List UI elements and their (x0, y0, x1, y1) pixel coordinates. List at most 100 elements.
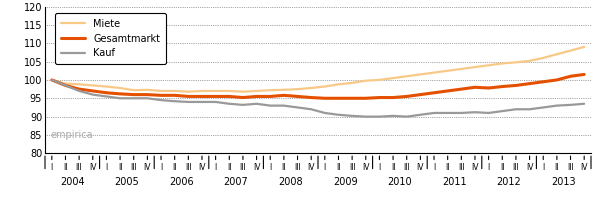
Gesamtmarkt (553, 79, 560, 81)
Gesamtmarkt (76, 88, 83, 90)
Kauf (199, 101, 206, 103)
Kauf (294, 106, 301, 109)
Kauf (526, 108, 533, 111)
Miete (335, 83, 342, 86)
Text: 2007: 2007 (224, 177, 248, 187)
Gesamtmarkt (212, 95, 219, 98)
Miete (321, 85, 328, 88)
Gesamtmarkt (485, 87, 492, 89)
Gesamtmarkt (362, 97, 370, 100)
Gesamtmarkt (430, 92, 437, 94)
Kauf (458, 112, 465, 114)
Gesamtmarkt (199, 95, 206, 98)
Text: II: II (500, 163, 505, 173)
Text: II: II (554, 163, 559, 173)
Kauf (280, 104, 287, 107)
Gesamtmarkt (567, 75, 574, 78)
Miete (62, 82, 69, 85)
Text: I: I (269, 163, 271, 173)
Gesamtmarkt (48, 79, 55, 81)
Text: IV: IV (416, 163, 424, 173)
Text: IV: IV (198, 163, 206, 173)
Kauf (239, 104, 247, 106)
Miete (185, 90, 192, 93)
Miete (239, 90, 247, 93)
Kauf (116, 97, 124, 100)
Miete (226, 90, 233, 92)
Text: II: II (118, 163, 122, 173)
Gesamtmarkt (321, 97, 328, 100)
Text: I: I (379, 163, 380, 173)
Kauf (430, 112, 437, 114)
Miete (444, 69, 451, 72)
Kauf (485, 112, 492, 114)
Text: III: III (130, 163, 137, 173)
Kauf (185, 101, 192, 103)
Miete (526, 60, 533, 62)
Miete (376, 79, 383, 81)
Text: 2009: 2009 (333, 177, 358, 187)
Kauf (581, 102, 588, 105)
Text: III: III (567, 163, 574, 173)
Gesamtmarkt (472, 86, 479, 89)
Text: IV: IV (143, 163, 151, 173)
Kauf (499, 110, 506, 112)
Gesamtmarkt (239, 96, 247, 99)
Gesamtmarkt (185, 95, 192, 98)
Text: III: III (349, 163, 355, 173)
Text: I: I (324, 163, 326, 173)
Gesamtmarkt (458, 88, 465, 90)
Miete (417, 73, 424, 76)
Gesamtmarkt (266, 95, 274, 98)
Text: I: I (160, 163, 162, 173)
Text: 2004: 2004 (60, 177, 85, 187)
Kauf (48, 79, 55, 81)
Text: II: II (391, 163, 395, 173)
Text: III: III (185, 163, 192, 173)
Kauf (62, 84, 69, 87)
Kauf (89, 93, 97, 96)
Text: II: II (336, 163, 341, 173)
Kauf (403, 115, 410, 118)
Gesamtmarkt (499, 85, 506, 88)
Text: 2010: 2010 (388, 177, 412, 187)
Text: I: I (50, 163, 53, 173)
Gesamtmarkt (253, 95, 260, 98)
Text: 2012: 2012 (497, 177, 521, 187)
Kauf (212, 101, 219, 103)
Text: III: III (512, 163, 520, 173)
Miete (389, 77, 397, 79)
Text: IV: IV (362, 163, 370, 173)
Text: 2008: 2008 (278, 177, 303, 187)
Text: II: II (63, 163, 68, 173)
Gesamtmarkt (144, 93, 151, 96)
Kauf (376, 115, 383, 118)
Text: III: III (403, 163, 410, 173)
Text: empirica: empirica (50, 130, 93, 140)
Miete (362, 79, 370, 82)
Gesamtmarkt (417, 93, 424, 96)
Kauf (226, 102, 233, 105)
Line: Kauf: Kauf (52, 80, 584, 117)
Text: IV: IV (526, 163, 533, 173)
Text: 2013: 2013 (551, 177, 576, 187)
Miete (430, 71, 437, 74)
Text: II: II (445, 163, 450, 173)
Miete (294, 88, 301, 90)
Miete (130, 89, 137, 92)
Miete (199, 90, 206, 92)
Miete (116, 87, 124, 89)
Kauf (103, 95, 110, 98)
Gesamtmarkt (157, 94, 164, 97)
Text: IV: IV (471, 163, 479, 173)
Miete (553, 53, 560, 56)
Miete (499, 62, 506, 65)
Kauf (539, 106, 547, 109)
Gesamtmarkt (116, 93, 124, 95)
Miete (144, 88, 151, 91)
Gesamtmarkt (89, 90, 97, 92)
Kauf (349, 115, 356, 117)
Miete (539, 57, 547, 59)
Text: I: I (215, 163, 217, 173)
Kauf (444, 112, 451, 114)
